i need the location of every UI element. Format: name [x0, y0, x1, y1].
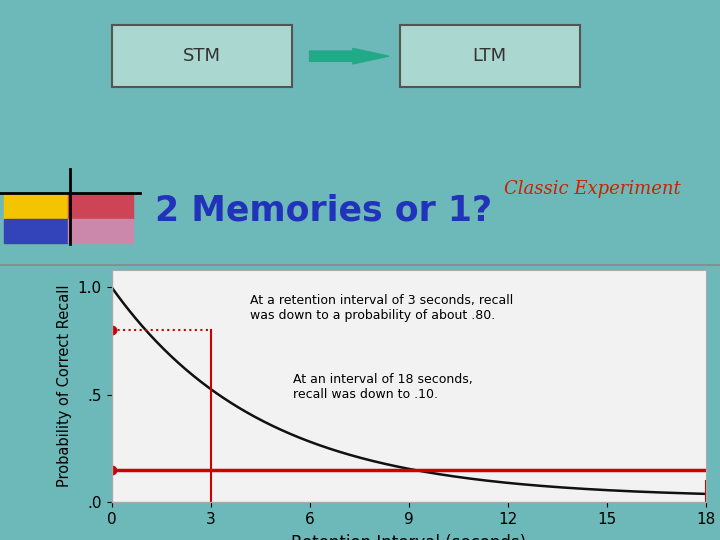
Bar	[68, 219, 133, 243]
Text: LTM: LTM	[472, 47, 507, 65]
Text: At an interval of 18 seconds,
recall was down to .10.: At an interval of 18 seconds, recall was…	[293, 373, 473, 401]
Bar	[4, 194, 68, 219]
Bar	[4, 219, 68, 243]
FancyBboxPatch shape	[112, 25, 292, 87]
Text: 2 Memories or 1?: 2 Memories or 1?	[155, 194, 492, 227]
X-axis label: Retention Interval (seconds): Retention Interval (seconds)	[291, 534, 526, 540]
Y-axis label: Probability of Correct Recall: Probability of Correct Recall	[57, 285, 72, 487]
FancyBboxPatch shape	[400, 25, 580, 87]
Text: At a retention interval of 3 seconds, recall
was down to a probability of about : At a retention interval of 3 seconds, re…	[251, 294, 513, 322]
FancyArrow shape	[310, 49, 389, 64]
Text: STM: STM	[183, 47, 220, 65]
Bar	[68, 194, 133, 219]
Text: Classic Experiment: Classic Experiment	[504, 180, 680, 198]
